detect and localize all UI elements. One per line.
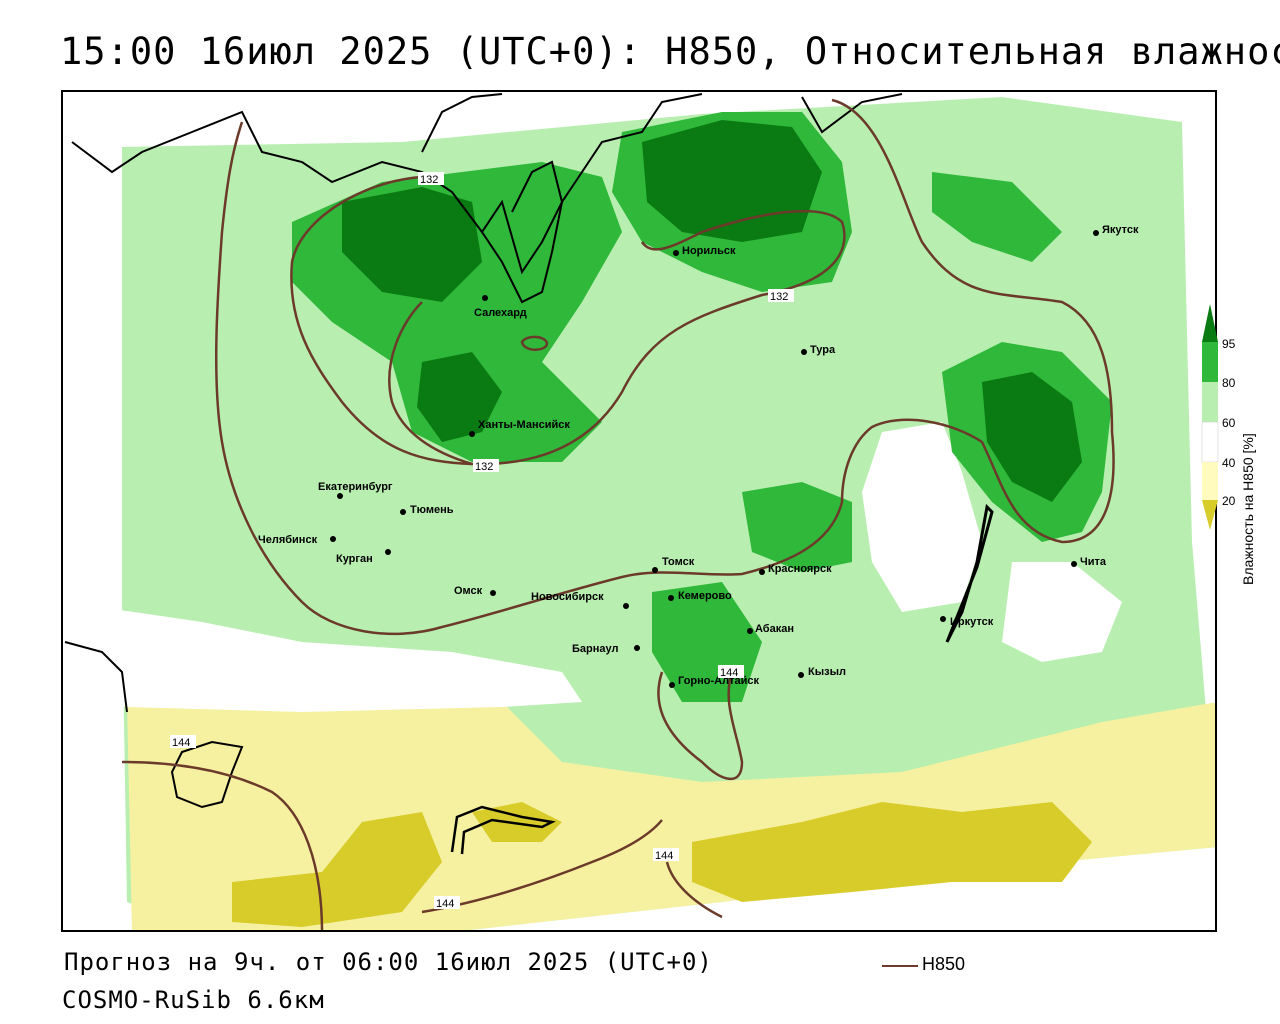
city-label: Красноярск (768, 563, 832, 575)
humidity-field-green-6 (932, 172, 1062, 262)
h850-contour-132-west (290, 175, 846, 466)
city-label: Курган (336, 553, 373, 565)
city-label: Барнаул (572, 643, 618, 655)
humidity-field-dark-yellow-2 (692, 802, 1092, 902)
colorbar-arrow-top (1202, 304, 1218, 342)
colorbar-tick: 40 (1222, 456, 1236, 470)
forecast-text: Прогноз на 9ч. от 06:00 16июл 2025 (UTC+… (64, 948, 713, 976)
humidity-field-dark-yellow-3 (472, 802, 562, 842)
humidity-field-green-4 (742, 482, 852, 572)
city-label: Новосибирск (531, 591, 604, 603)
city-label: Омск (454, 585, 483, 597)
city-label: Кемерово (678, 590, 732, 602)
h850-contour-144-altai (657, 671, 744, 781)
city-label: Якутск (1102, 224, 1139, 236)
city-label: Абакан (755, 623, 794, 635)
contour-labels: 132 132 132 144 144 144 144 (170, 172, 794, 910)
colorbar-title: Влажность на H850 [%] (1240, 433, 1256, 585)
model-text: COSMO-RuSib 6.6км (62, 986, 325, 1014)
city-label: Чита (1080, 556, 1107, 568)
humidity-field-dark-green-1 (342, 187, 482, 302)
colorbar-segment (1201, 421, 1219, 463)
coastline-kara-sea (71, 93, 703, 275)
humidity-field-white-2 (862, 422, 982, 612)
contour-label: 144 (655, 850, 673, 862)
contour-label: 144 (172, 737, 190, 749)
city-label: Ханты-Мансийск (478, 419, 570, 431)
h850-contour-144-west (121, 760, 324, 930)
coastline-novaya-zemlya (421, 93, 503, 153)
caspian-coast (64, 641, 128, 713)
colorbar-segment (1202, 462, 1218, 500)
colorbar-segment (1202, 382, 1218, 422)
h850-contour-132-east (214, 98, 1115, 636)
humidity-map: Якутск Норильск Салехард Тура Ханты-Манс… (64, 93, 1215, 930)
legend-label: H850 (922, 954, 966, 974)
city-label: Томск (662, 556, 695, 568)
h850-contours (121, 98, 1115, 930)
colorbar-segment (1202, 342, 1218, 382)
contour-label: 144 (436, 898, 454, 910)
contour-label: 144 (720, 667, 738, 679)
city-label: Салехард (474, 307, 527, 319)
city-label: Челябинск (258, 534, 318, 546)
coastline-yamal (481, 160, 564, 304)
humidity-field-dark-green-2 (642, 120, 822, 242)
humidity-field-white-3 (1002, 562, 1122, 662)
city-label: Кызыл (808, 666, 846, 678)
h850-contour-144-center (421, 819, 663, 914)
colorbar-tick: 60 (1222, 416, 1236, 430)
coastline-taimyr (801, 93, 903, 134)
city-label: Норильск (682, 245, 736, 257)
map-frame: Якутск Норильск Салехард Тура Ханты-Манс… (61, 90, 1217, 932)
legend-line-swatch (882, 965, 918, 967)
contour-label: 132 (475, 461, 493, 473)
colorbar-tick: 95 (1222, 337, 1236, 351)
h850-contour-136-ring (520, 335, 549, 351)
aral-sea (170, 740, 244, 809)
colorbar-tick: 20 (1222, 494, 1236, 508)
city-label: Екатеринбург (318, 481, 393, 493)
page-title: 15:00 16июл 2025 (UTC+0): H850, Относите… (60, 30, 1280, 73)
city-markers: Якутск Норильск Салехард Тура Ханты-Манс… (258, 224, 1139, 688)
city-label: Иркутск (950, 616, 994, 628)
city-label: Тюмень (410, 504, 454, 516)
lake-baikal (945, 503, 994, 643)
colorbar-tick: 80 (1222, 376, 1236, 390)
h850-contour-144-east (665, 861, 723, 919)
humidity-field-dark-yellow-1 (232, 812, 442, 927)
humidity-field-dark-green-3 (982, 372, 1082, 502)
contour-legend: H850 (882, 952, 1022, 980)
humidity-field-dark-green-4 (417, 352, 502, 442)
city-label: Тура (810, 344, 836, 356)
lake-balkhash (450, 805, 556, 855)
humidity-colorbar (1201, 304, 1219, 530)
humidity-field-white-1 (65, 602, 582, 712)
h850-contour-132-inner (388, 301, 473, 466)
contour-label: 132 (420, 174, 438, 186)
colorbar-arrow-bottom (1202, 500, 1218, 530)
contour-label: 132 (770, 291, 788, 303)
